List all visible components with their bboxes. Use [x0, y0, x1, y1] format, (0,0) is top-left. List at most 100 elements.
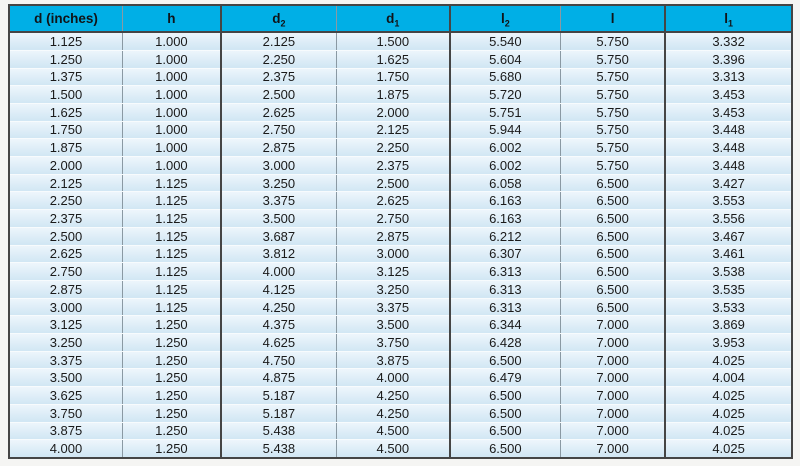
table-row: 3.250 1.250 4.625 3.750 6.428 7.000 3.953: [10, 333, 791, 352]
table-row: 3.875 1.250 5.438 4.500 6.500 7.000 4.025: [10, 422, 791, 441]
table-cell: 4.000: [10, 439, 123, 457]
table-cell: 6.500: [560, 174, 667, 193]
table-cell: 3.500: [336, 315, 451, 335]
table-cell: 3.125: [10, 315, 123, 335]
table-row: 2.625 1.125 3.812 3.000 6.307 6.500 3.461: [10, 245, 791, 264]
table-cell: 1.125: [122, 191, 222, 211]
column-header-subscript: 2: [504, 18, 510, 29]
table-cell: 6.479: [449, 368, 562, 388]
table-cell: 1.250: [122, 404, 222, 423]
table-cell: 5.680: [449, 68, 562, 87]
table-cell: 1.250: [122, 351, 222, 370]
table-row: 1.125 1.000 2.125 1.500 5.540 5.750 3.332: [10, 32, 791, 51]
table-cell: 6.313: [449, 280, 562, 299]
table-cell: 2.375: [10, 209, 123, 228]
table-cell: 1.125: [122, 298, 222, 317]
table-cell: 5.750: [560, 103, 667, 122]
table-cell: 1.000: [122, 121, 222, 140]
table-cell: 1.125: [10, 32, 123, 51]
column-header: l: [560, 6, 667, 33]
table-cell: 4.025: [665, 404, 791, 423]
table-cell: 2.625: [336, 191, 451, 211]
table-cell: 3.000: [10, 298, 123, 317]
table-cell: 2.000: [10, 156, 123, 175]
table-cell: 3.250: [220, 174, 337, 193]
table-cell: 3.453: [665, 103, 791, 122]
table-cell: 4.625: [220, 333, 337, 352]
table-cell: 3.500: [10, 368, 123, 388]
header-row: d (inches) h d2 d1 l2 l l1: [10, 6, 791, 33]
table-cell: 1.000: [122, 32, 222, 51]
table-cell: 6.313: [449, 298, 562, 317]
table-row: 2.750 1.125 4.000 3.125 6.313 6.500 3.538: [10, 262, 791, 281]
dimension-table-frame: d (inches) h d2 d1 l2 l l1 1.125 1.000 2.125 1.50…: [8, 4, 793, 459]
table-cell: 3.538: [665, 262, 791, 281]
table-cell: 2.500: [336, 174, 451, 193]
table-cell: 5.944: [449, 121, 562, 140]
table-cell: 3.125: [336, 262, 451, 281]
table-cell: 5.438: [220, 439, 337, 457]
table-cell: 6.500: [560, 280, 667, 299]
table-cell: 3.533: [665, 298, 791, 317]
table-cell: 3.953: [665, 333, 791, 352]
table-cell: 4.250: [220, 298, 337, 317]
column-header-label: l: [724, 11, 728, 26]
table-cell: 4.750: [220, 351, 337, 370]
table-cell: 7.000: [560, 386, 667, 405]
table-cell: 2.750: [220, 121, 337, 140]
table-row: 1.875 1.000 2.875 2.250 6.002 5.750 3.448: [10, 138, 791, 158]
table-cell: 6.500: [560, 227, 667, 246]
table-cell: 5.540: [449, 32, 562, 51]
table-cell: 3.500: [220, 209, 337, 228]
table-cell: 5.750: [560, 121, 667, 140]
table-cell: 1.125: [122, 262, 222, 281]
table-cell: 6.344: [449, 315, 562, 335]
table-cell: 5.750: [560, 50, 667, 69]
table-cell: 1.500: [10, 85, 123, 104]
table-cell: 1.125: [122, 209, 222, 228]
table-cell: 6.500: [449, 404, 562, 423]
table-cell: 2.750: [336, 209, 451, 228]
table-cell: 6.500: [449, 351, 562, 370]
table-cell: 2.500: [10, 227, 123, 246]
table-cell: 1.750: [336, 68, 451, 87]
table-cell: 2.875: [220, 138, 337, 158]
table-cell: 1.125: [122, 245, 222, 264]
table-cell: 5.187: [220, 386, 337, 405]
table-cell: 5.750: [560, 32, 667, 51]
table-cell: 3.875: [10, 422, 123, 441]
table-cell: 3.453: [665, 85, 791, 104]
table-cell: 3.467: [665, 227, 791, 246]
table-cell: 4.004: [665, 368, 791, 388]
table-cell: 1.000: [122, 85, 222, 104]
table-cell: 4.000: [220, 262, 337, 281]
table-cell: 3.250: [336, 280, 451, 299]
table-cell: 6.500: [560, 191, 667, 211]
table-cell: 4.500: [336, 422, 451, 441]
table-cell: 5.750: [560, 138, 667, 158]
table-row: 2.500 1.125 3.687 2.875 6.212 6.500 3.467: [10, 227, 791, 246]
column-header-subscript: 1: [394, 18, 400, 29]
table-cell: 1.250: [122, 439, 222, 457]
table-row: 2.125 1.125 3.250 2.500 6.058 6.500 3.427: [10, 174, 791, 193]
table-cell: 1.125: [122, 174, 222, 193]
table-row: 2.875 1.125 4.125 3.250 6.313 6.500 3.535: [10, 280, 791, 299]
table-cell: 5.750: [560, 156, 667, 175]
table-cell: 5.187: [220, 404, 337, 423]
table-cell: 1.875: [10, 138, 123, 158]
column-header-subscript: 2: [280, 18, 286, 29]
table-cell: 6.163: [449, 209, 562, 228]
column-header: l1: [665, 6, 791, 33]
table-cell: 4.025: [665, 386, 791, 405]
column-header-label: h: [167, 11, 176, 26]
column-header-label: d: [272, 11, 281, 26]
table-row: 1.500 1.000 2.500 1.875 5.720 5.750 3.453: [10, 85, 791, 104]
table-cell: 3.250: [10, 333, 123, 352]
table-row: 3.375 1.250 4.750 3.875 6.500 7.000 4.025: [10, 351, 791, 370]
table-cell: 3.750: [336, 333, 451, 352]
table-cell: 3.332: [665, 32, 791, 51]
table-cell: 3.556: [665, 209, 791, 228]
table-cell: 1.500: [336, 32, 451, 51]
table-cell: 3.461: [665, 245, 791, 264]
